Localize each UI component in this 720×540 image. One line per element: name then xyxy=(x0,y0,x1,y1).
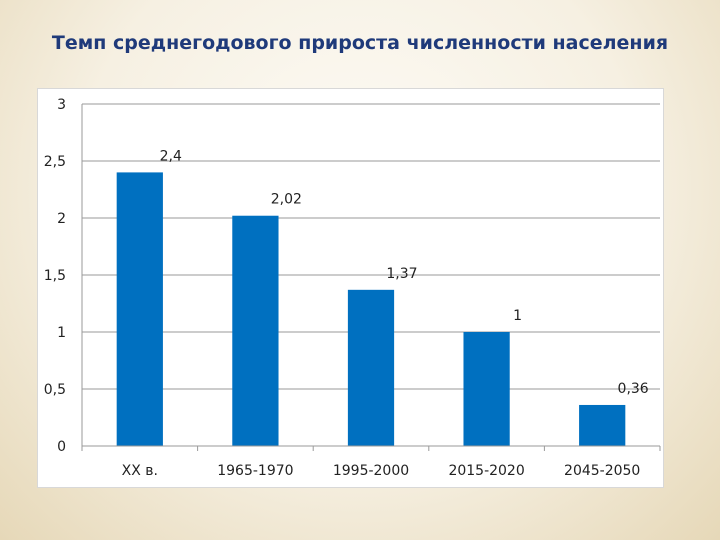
x-category-label: 1995-2000 xyxy=(333,463,409,479)
y-tick-label: 3 xyxy=(57,97,66,113)
slide-title: Темп среднегодового прироста численности… xyxy=(51,32,669,54)
bars xyxy=(116,172,626,446)
data-label: 2,02 xyxy=(271,192,302,208)
data-label: 1 xyxy=(513,308,522,324)
bar xyxy=(116,172,163,446)
y-tick-label: 0,5 xyxy=(44,382,66,398)
y-tick-label: 1 xyxy=(57,325,66,341)
data-label: 0,36 xyxy=(618,381,649,397)
x-category-label: 2015-2020 xyxy=(448,463,524,479)
x-category-label: 1965-1970 xyxy=(217,463,293,479)
bar xyxy=(579,404,626,446)
x-category-label: XX в. xyxy=(122,463,158,479)
bar xyxy=(232,215,279,446)
y-axis-ticks: 0 0,5 1 1,5 2 2,5 3 xyxy=(44,97,66,455)
data-label: 1,37 xyxy=(386,266,417,282)
x-axis-categories: XX в. 1965-1970 1995-2000 2015-2020 2045-205… xyxy=(81,446,661,479)
bar xyxy=(463,332,510,446)
y-tick-label: 0 xyxy=(57,439,66,455)
y-tick-label: 2,5 xyxy=(44,154,66,170)
bar xyxy=(347,289,395,446)
x-category-label: 2045-2050 xyxy=(564,463,640,479)
y-tick-label: 2 xyxy=(57,211,66,227)
data-labels: 2,4 2,02 1,37 1 0,36 xyxy=(160,148,649,397)
data-label: 2,4 xyxy=(160,148,182,164)
y-tick-label: 1,5 xyxy=(44,268,66,284)
